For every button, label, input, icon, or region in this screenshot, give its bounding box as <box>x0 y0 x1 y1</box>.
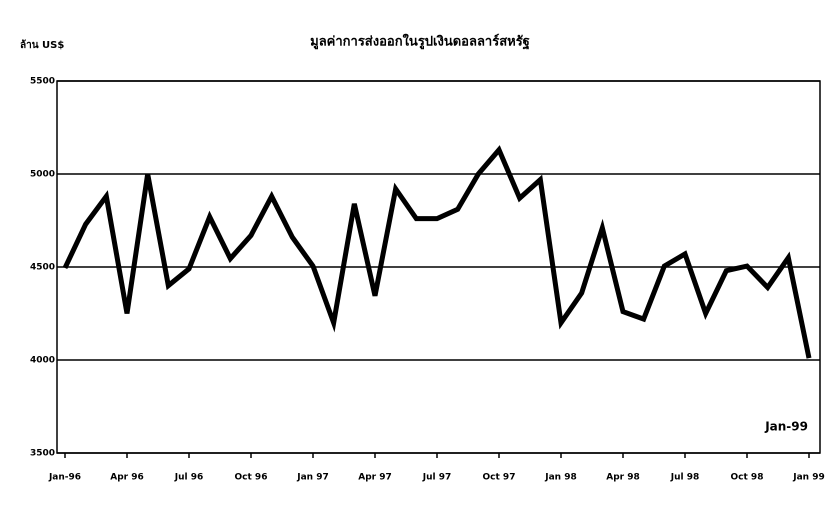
x-tick-label: Oct 96 <box>235 473 268 483</box>
y-tick-label: 4000 <box>30 356 55 366</box>
x-tick-label: Jan 97 <box>296 473 329 483</box>
y-axis-label: ล้าน US$ <box>20 39 64 51</box>
y-tick-label: 5500 <box>30 77 55 87</box>
y-tick-label: 4500 <box>30 263 55 273</box>
plot-border <box>56 80 821 454</box>
x-tick-label: Apr 98 <box>606 473 640 483</box>
x-tick-label: Jan 98 <box>544 473 577 483</box>
x-tick-label: Jul 96 <box>174 473 204 483</box>
y-tick-label: 5000 <box>30 170 55 180</box>
x-tick-label: Jul 97 <box>422 473 452 483</box>
x-tick-label: Jul 98 <box>670 473 700 483</box>
x-tick-label: Jan-96 <box>48 473 81 483</box>
x-tick-label: Oct 97 <box>483 473 516 483</box>
x-tick-label: Apr 97 <box>358 473 392 483</box>
annotation: Jan-99 <box>764 420 808 434</box>
x-tick-label: Jan 99 <box>792 473 825 483</box>
chart-title: มูลค่าการส่งออกในรูปเงินดอลลาร์สหรัฐ <box>310 33 530 51</box>
x-tick-label: Oct 98 <box>731 473 764 483</box>
y-tick-label: 3500 <box>30 449 55 459</box>
data-line <box>62 145 812 359</box>
x-tick-label: Apr 96 <box>110 473 144 483</box>
